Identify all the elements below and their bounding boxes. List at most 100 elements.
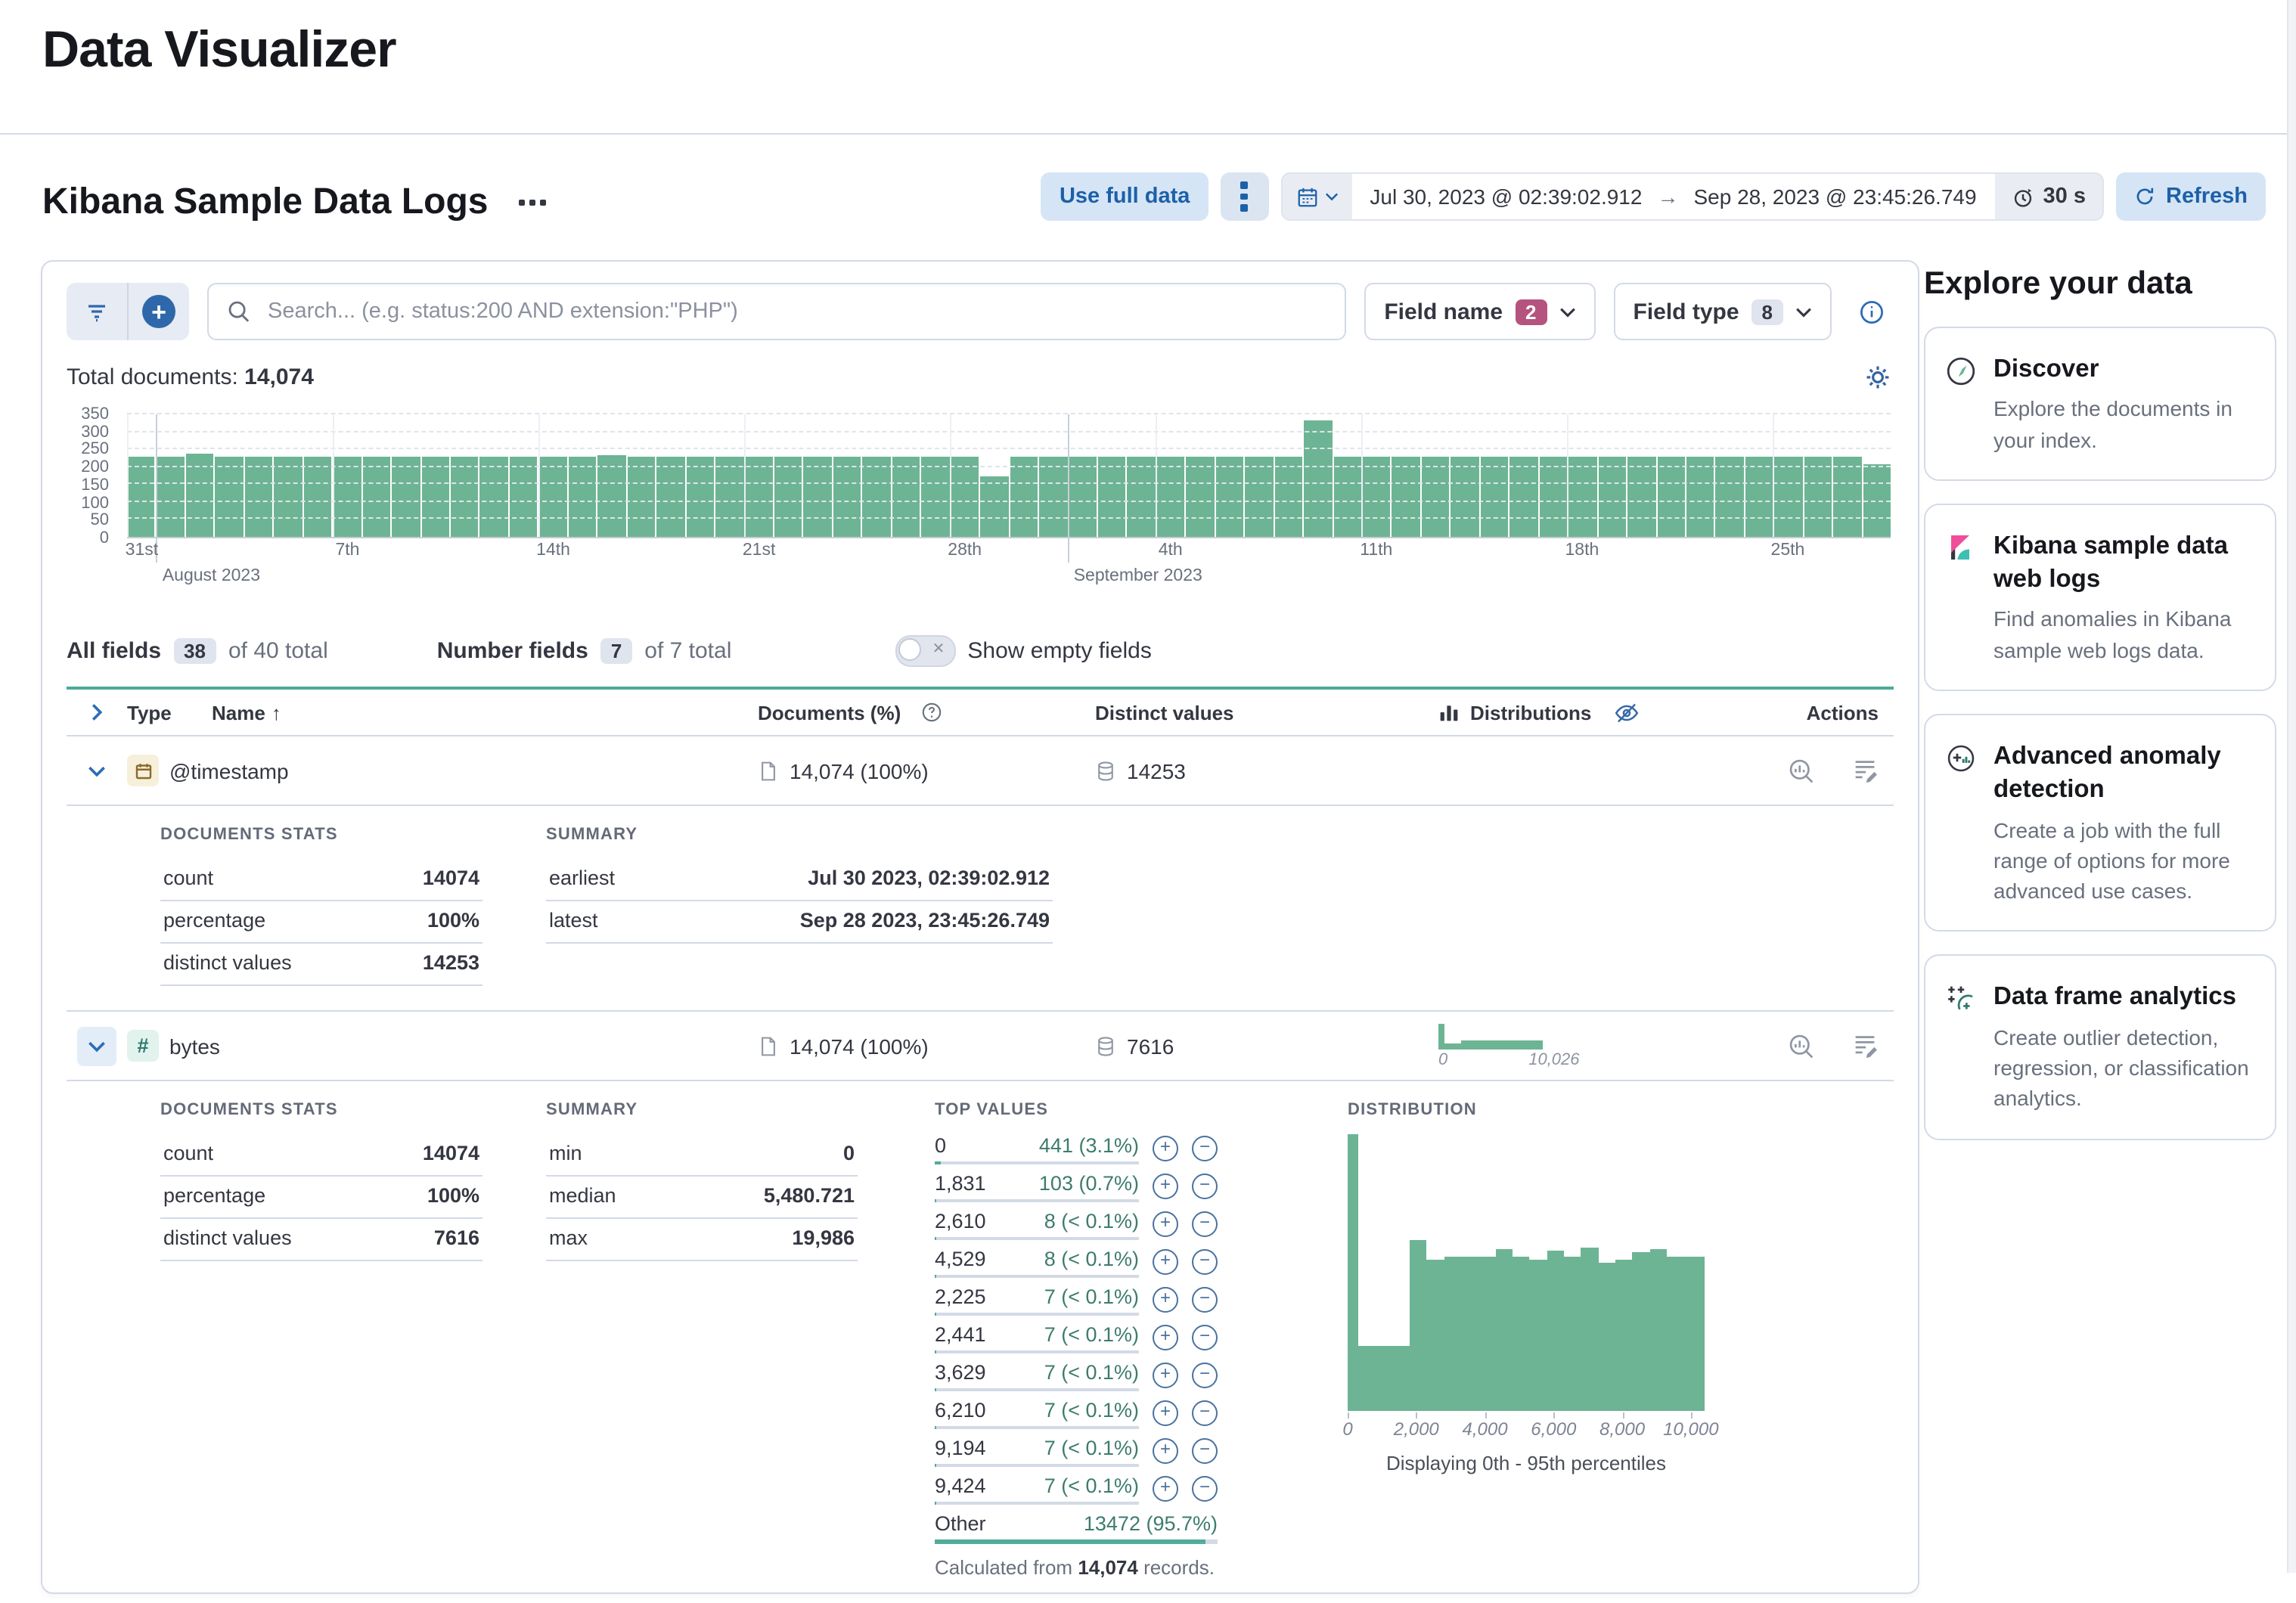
histogram-bar[interactable] (1480, 457, 1509, 537)
field-row-timestamp[interactable]: @timestamp 14,074 (100%) 14253 (67, 736, 1894, 806)
filter-for-value-button[interactable]: + (1153, 1174, 1178, 1199)
histogram-bar[interactable] (538, 456, 567, 537)
histogram-bar[interactable] (421, 456, 449, 537)
histogram-bar[interactable] (921, 456, 950, 537)
histogram-bar[interactable] (1333, 456, 1362, 537)
filter-for-value-button[interactable]: + (1153, 1211, 1178, 1237)
histogram-bar[interactable] (1097, 456, 1126, 537)
histogram-bar[interactable] (1304, 420, 1333, 537)
filter-out-value-button[interactable]: − (1192, 1211, 1218, 1237)
histogram-bar[interactable] (1715, 456, 1744, 537)
index-options-button[interactable] (513, 191, 552, 215)
histogram-bar[interactable] (274, 456, 303, 537)
histogram-bar[interactable] (392, 456, 420, 537)
histogram-bar[interactable] (1274, 457, 1303, 537)
filter-for-value-button[interactable]: + (1153, 1476, 1178, 1502)
filter-out-value-button[interactable]: − (1192, 1136, 1218, 1161)
info-button[interactable] (1850, 283, 1894, 340)
eye-slash-icon[interactable] (1614, 699, 1640, 725)
filter-for-value-button[interactable]: + (1153, 1325, 1178, 1350)
collapse-row-chevron-icon[interactable] (88, 764, 106, 777)
show-empty-fields-toggle[interactable]: ✕ (895, 635, 956, 667)
histogram-bar[interactable] (1627, 456, 1656, 537)
histogram-bar[interactable] (656, 456, 685, 537)
histogram-bar[interactable] (951, 456, 979, 537)
histogram-bar[interactable] (1804, 456, 1832, 537)
histogram-bar[interactable] (1069, 457, 1097, 537)
filter-for-value-button[interactable]: + (1153, 1136, 1178, 1161)
histogram-bar[interactable] (185, 454, 214, 537)
filter-for-value-button[interactable]: + (1153, 1287, 1178, 1313)
histogram-bar[interactable] (1363, 457, 1391, 537)
toolbar-options-button[interactable] (1220, 172, 1269, 221)
col-header-type[interactable]: Type (127, 701, 172, 724)
histogram-bar[interactable] (244, 457, 273, 537)
histogram-bar[interactable] (1127, 456, 1156, 537)
card-discover[interactable]: Discover Explore the documents in your i… (1924, 327, 2276, 481)
histogram-bar[interactable] (833, 456, 861, 537)
histogram-bar[interactable] (333, 456, 361, 537)
filter-out-value-button[interactable]: − (1192, 1325, 1218, 1350)
histogram-bar[interactable] (127, 457, 155, 537)
histogram-bar[interactable] (686, 457, 715, 537)
filter-out-value-button[interactable]: − (1192, 1363, 1218, 1388)
histogram-bar[interactable] (1833, 456, 1862, 537)
expand-all-chevron-icon[interactable] (91, 703, 103, 721)
start-date[interactable]: Jul 30, 2023 @ 02:39:02.912 (1370, 184, 1643, 209)
edit-field-icon[interactable] (1851, 1032, 1879, 1059)
histogram-bar[interactable] (362, 457, 391, 537)
card-kibana-sample-web-logs[interactable]: Kibana sample data web logs Find anomali… (1924, 503, 2276, 691)
histogram-bar[interactable] (1245, 456, 1274, 537)
histogram-bar[interactable] (215, 456, 244, 537)
filter-out-value-button[interactable]: − (1192, 1438, 1218, 1464)
end-date[interactable]: Sep 28, 2023 @ 23:45:26.749 (1693, 184, 1977, 209)
field-row-bytes[interactable]: # bytes 14,074 (100%) 7616 (67, 1012, 1894, 1081)
scrollbar[interactable] (2287, 0, 2296, 1573)
histogram-bar[interactable] (303, 456, 332, 537)
card-advanced-anomaly-detection[interactable]: Advanced anomaly detection Create a job … (1924, 713, 2276, 932)
histogram-bar[interactable] (1215, 456, 1244, 537)
filter-for-value-button[interactable]: + (1153, 1400, 1178, 1426)
histogram-bar[interactable] (1598, 456, 1627, 537)
collapse-row-chevron-icon[interactable] (88, 1040, 106, 1052)
filter-out-value-button[interactable]: − (1192, 1287, 1218, 1313)
histogram-bar[interactable] (803, 456, 832, 537)
histogram-bar[interactable] (745, 456, 773, 537)
histogram-bar[interactable] (450, 457, 479, 537)
field-type-select[interactable]: Field type 8 (1613, 283, 1832, 340)
histogram-bar[interactable] (1509, 456, 1538, 537)
edit-field-icon[interactable] (1851, 757, 1879, 784)
histogram-bar[interactable] (1421, 456, 1450, 537)
histogram-bar[interactable] (597, 455, 626, 537)
refresh-interval-button[interactable]: 30 s (1995, 174, 2102, 219)
histogram-bar[interactable] (1745, 456, 1773, 537)
histogram-bar[interactable] (862, 456, 891, 537)
filter-out-value-button[interactable]: − (1192, 1249, 1218, 1275)
filter-for-value-button[interactable]: + (1153, 1438, 1178, 1464)
question-circle-icon[interactable] (920, 702, 942, 723)
search-input[interactable] (265, 298, 1327, 325)
histogram-bar[interactable] (774, 457, 802, 537)
histogram-bar[interactable] (1392, 456, 1420, 537)
histogram-bar[interactable] (892, 457, 920, 537)
filter-for-value-button[interactable]: + (1153, 1249, 1178, 1275)
chart-settings-button[interactable] (1862, 361, 1894, 393)
filter-button[interactable] (67, 283, 127, 340)
histogram-bar[interactable] (715, 456, 744, 537)
calendar-menu-button[interactable] (1282, 174, 1351, 219)
histogram-bar[interactable] (1568, 457, 1597, 537)
histogram-bar[interactable] (1010, 456, 1038, 537)
explore-in-lens-icon[interactable] (1788, 1032, 1815, 1059)
histogram-bar[interactable] (1774, 457, 1803, 537)
histogram-bar[interactable] (568, 457, 597, 537)
histogram-bar[interactable] (479, 456, 508, 537)
histogram-bar[interactable] (1039, 456, 1067, 537)
histogram-bar[interactable] (627, 456, 656, 537)
histogram-bar[interactable] (1451, 456, 1479, 537)
filter-out-value-button[interactable]: − (1192, 1476, 1218, 1502)
filter-out-value-button[interactable]: − (1192, 1400, 1218, 1426)
histogram-bar[interactable] (1657, 456, 1686, 537)
histogram-bar[interactable] (1686, 457, 1714, 537)
col-header-name[interactable]: Name ↑ (212, 701, 281, 724)
histogram-bar[interactable] (1539, 456, 1568, 537)
